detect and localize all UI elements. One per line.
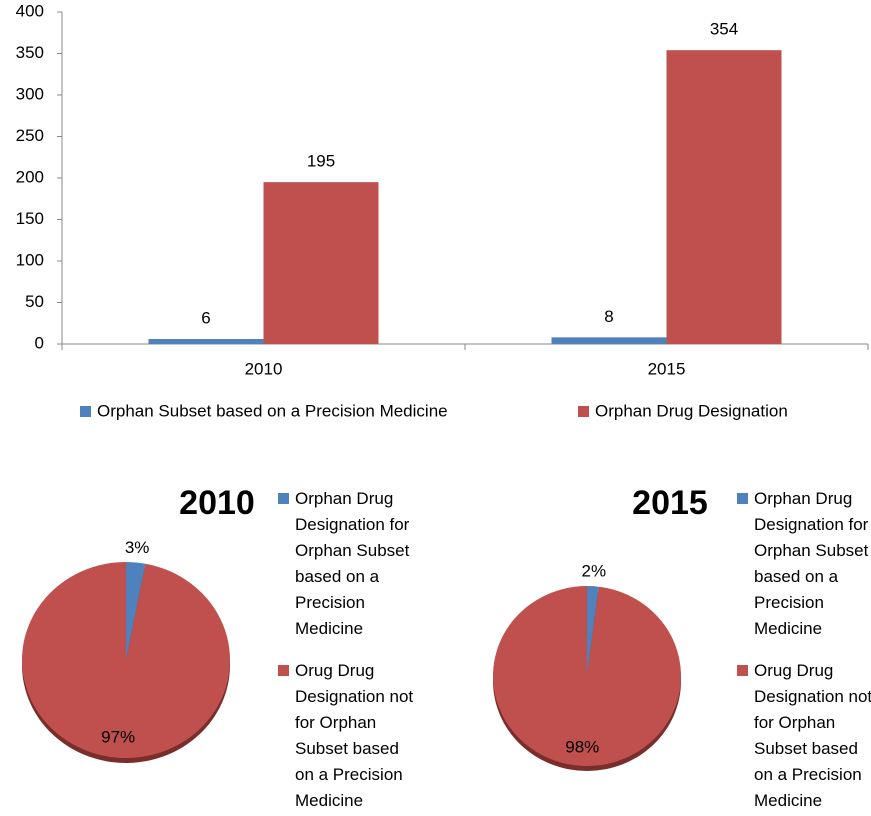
legend-item: Orug Drug Designation not for Orphan Sub… (278, 658, 419, 814)
bar-label: 354 (710, 20, 738, 39)
y-tick-label: 400 (16, 1, 44, 20)
legend: Orphan Drug Designation for Orphan Subse… (737, 486, 871, 814)
y-tick-label: 250 (16, 126, 44, 145)
legend-item: Orphan Drug Designation for Orphan Subse… (278, 486, 419, 642)
bar (666, 50, 782, 345)
legend-label: Orphan Drug Designation for Orphan Subse… (295, 489, 410, 638)
y-tick-label: 150 (16, 209, 44, 228)
legend-label: Orug Drug Designation not for Orphan Sub… (754, 661, 871, 810)
pie-slice (493, 586, 682, 766)
bar (148, 339, 264, 344)
pie-label: 2% (581, 562, 606, 581)
x-tick-label: 2010 (245, 359, 283, 378)
y-tick-label: 100 (16, 250, 44, 269)
legend-swatch (80, 406, 91, 417)
legend-label: Orphan Drug Designation (595, 401, 788, 420)
y-tick-label: 300 (16, 84, 44, 103)
pie-label: 98% (565, 737, 599, 756)
legend-swatch (578, 406, 589, 417)
legend: Orphan Drug Designation for Orphan Subse… (278, 486, 419, 814)
bar-label: 8 (604, 307, 613, 326)
pie-label: 3% (125, 538, 150, 557)
y-tick-label: 50 (25, 292, 44, 311)
y-tick-label: 350 (16, 43, 44, 62)
legend-swatch (737, 665, 748, 676)
legend-item: Orug Drug Designation not for Orphan Sub… (737, 658, 871, 814)
bar (551, 337, 667, 344)
y-tick-label: 200 (16, 167, 44, 186)
bar-label: 195 (307, 152, 335, 171)
legend-swatch (737, 493, 748, 504)
legend-swatch (278, 665, 289, 676)
legend-label: Orphan Drug Designation for Orphan Subse… (754, 489, 869, 638)
legend-swatch (278, 493, 289, 504)
pie-title: 2015 (632, 484, 708, 522)
pie-slice (587, 586, 599, 676)
legend-label: Orphan Subset based on a Precision Medic… (97, 401, 448, 420)
x-tick-label: 2015 (648, 359, 686, 378)
bar (263, 182, 379, 344)
bar-label: 6 (201, 309, 210, 328)
pie-label: 97% (101, 728, 135, 747)
legend-label: Orug Drug Designation not for Orphan Sub… (295, 661, 414, 810)
legend-item: Orphan Drug Designation for Orphan Subse… (737, 486, 871, 642)
pie-slice (126, 562, 146, 660)
pie-slice (21, 562, 230, 758)
pie-title: 2010 (179, 484, 255, 522)
y-tick-label: 0 (35, 333, 44, 352)
